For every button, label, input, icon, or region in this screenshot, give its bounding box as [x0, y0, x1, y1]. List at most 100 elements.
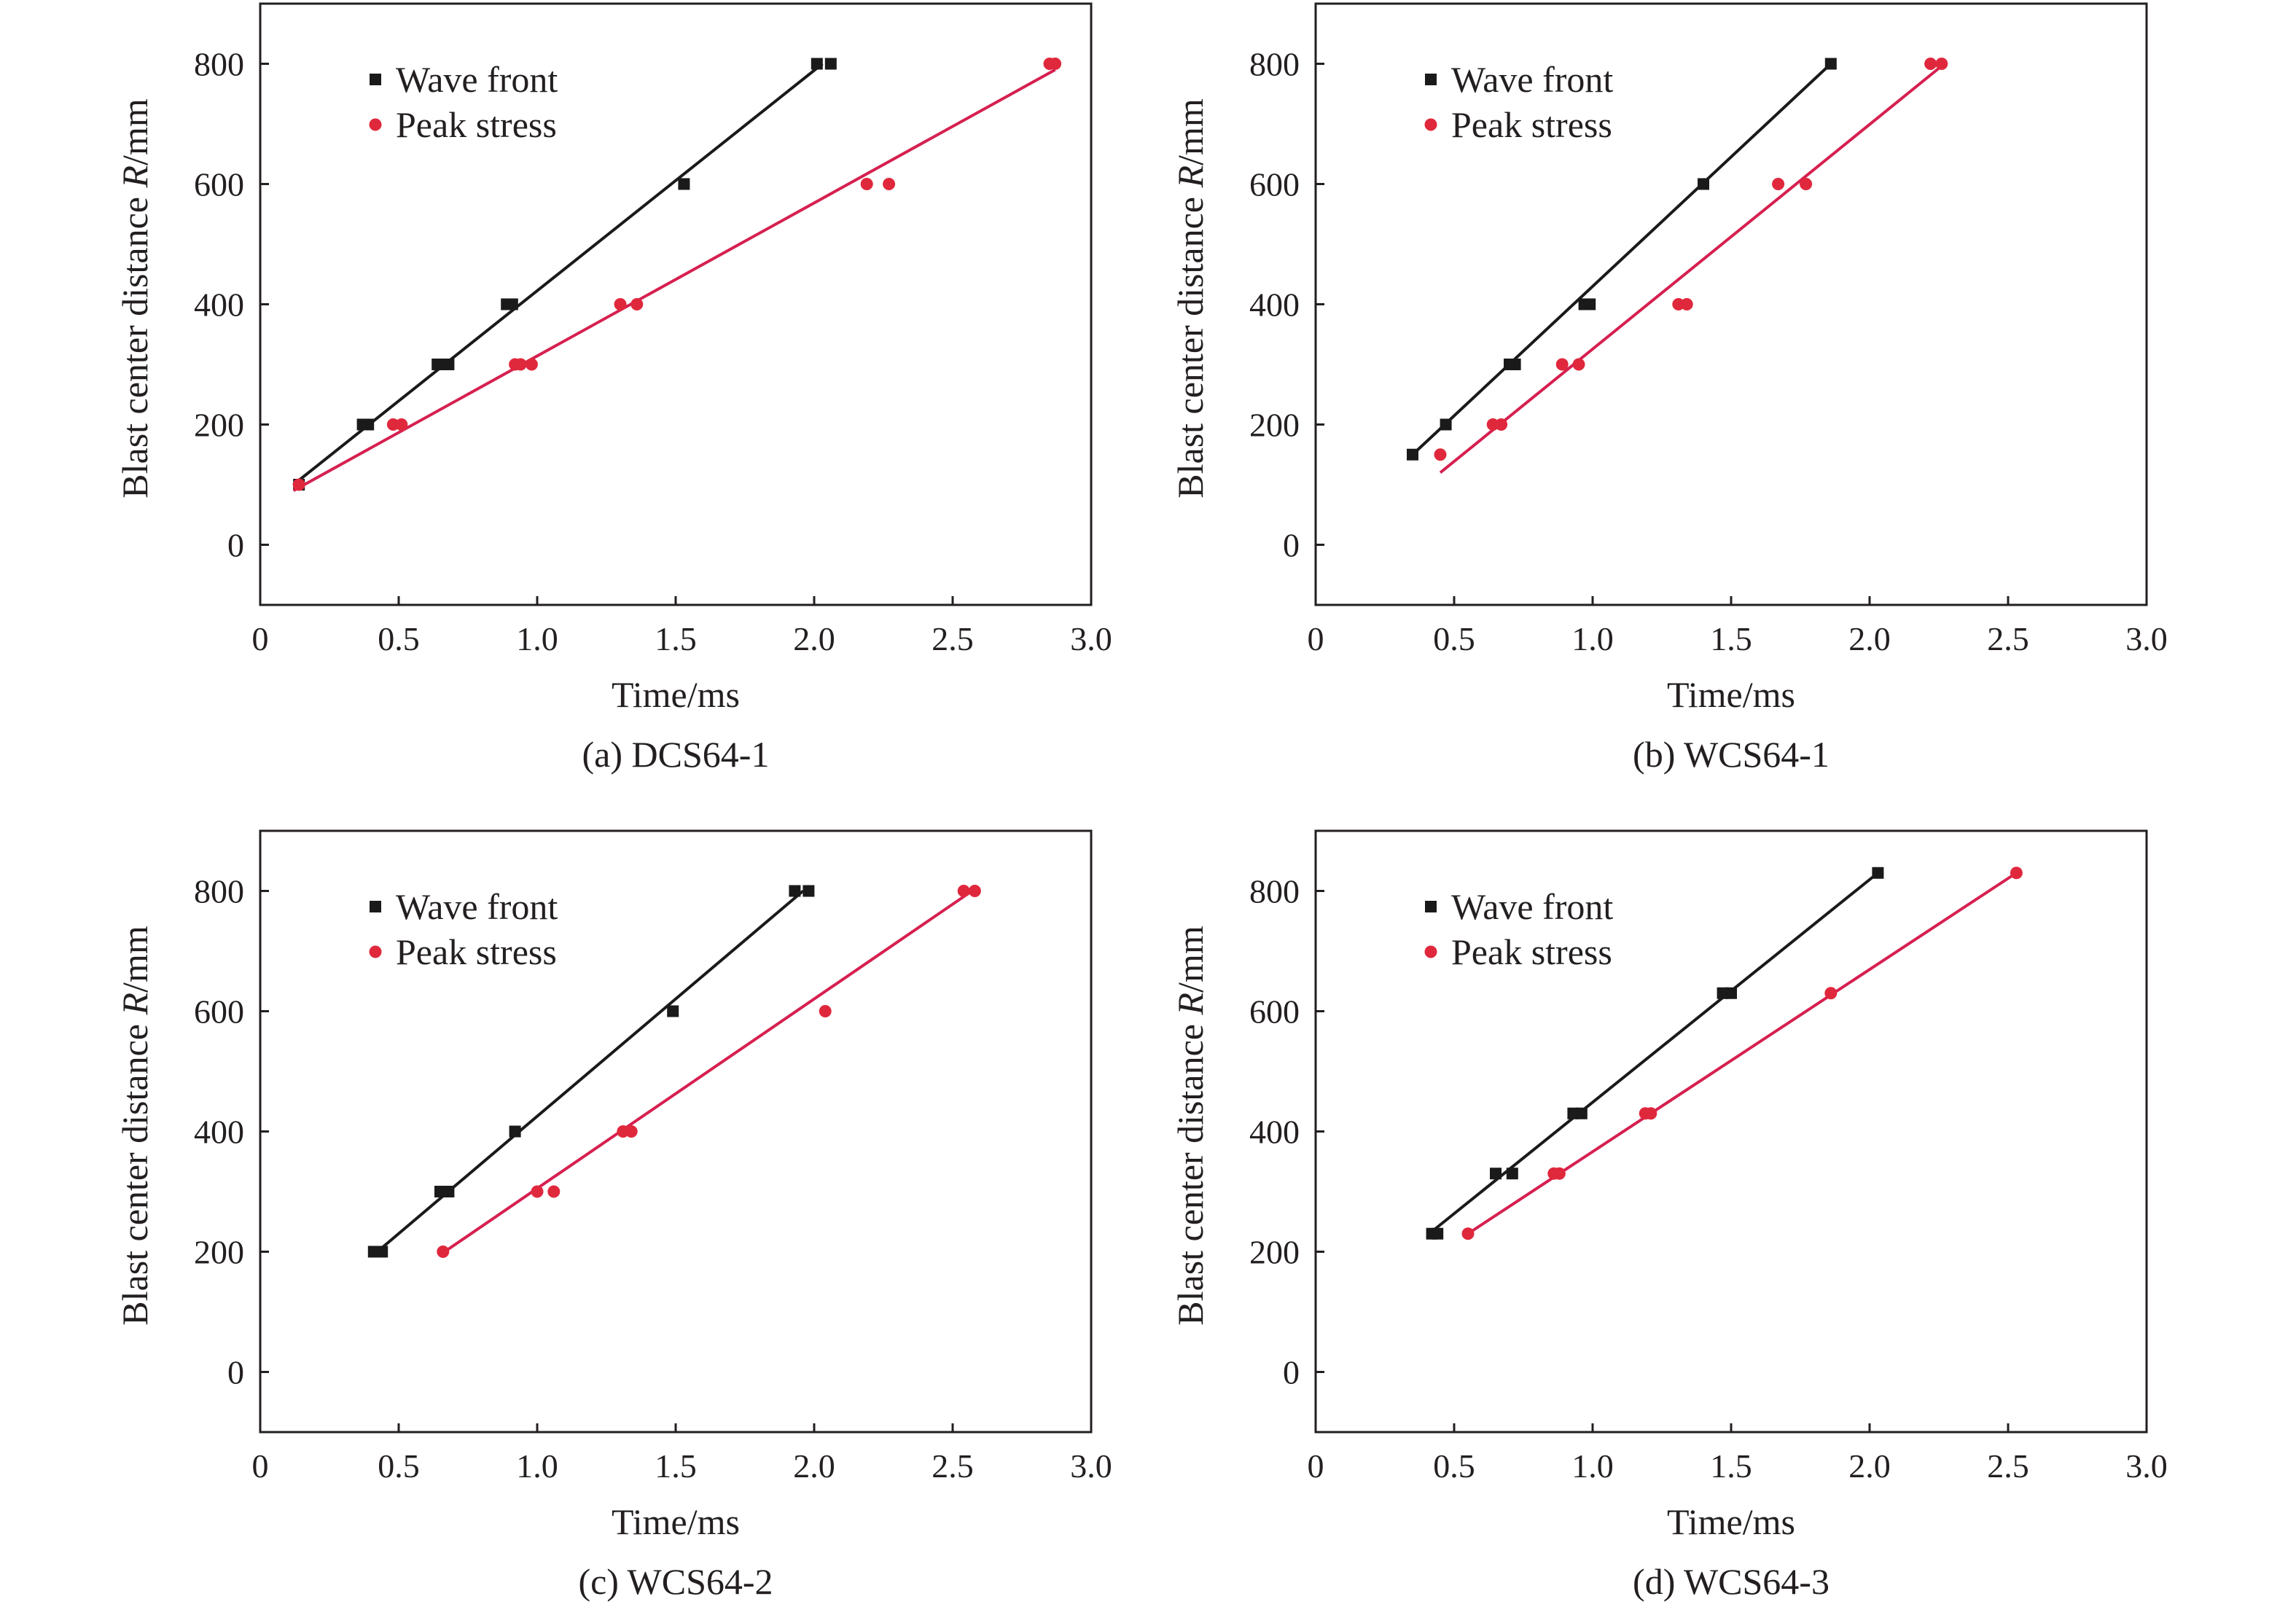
peak-stress-point	[531, 1185, 544, 1198]
x-tick-label: 1.5	[1710, 620, 1752, 657]
x-tick-label: 2.5	[932, 1447, 974, 1485]
panel-caption: (a) DCS64-1	[582, 734, 770, 775]
wave-front-point	[1432, 1227, 1444, 1240]
plot-frame	[1314, 829, 2148, 1434]
y-axis-title-part: /mm	[1170, 926, 1211, 993]
y-tick-label: 600	[194, 993, 244, 1031]
peak-stress-point	[1553, 1167, 1566, 1180]
x-tick-label: 3.0	[2125, 620, 2168, 657]
y-axis-title-part: /mm	[114, 926, 155, 993]
y-axis-title: Blast center distance R/mm	[114, 98, 155, 498]
x-tick-label: 3.0	[1070, 620, 1112, 657]
x-tick-label: 2.0	[793, 1447, 835, 1485]
legend-marker-peak-stress	[369, 118, 382, 131]
y-axis-title-part: Blast center distance	[114, 188, 155, 498]
peak-stress-point	[1824, 987, 1838, 1000]
wave-front-point	[362, 418, 375, 431]
peak-stress-point	[514, 358, 527, 371]
plot-frame	[259, 829, 1093, 1434]
panel-caption: (d) WCS64-3	[1633, 1561, 1830, 1602]
peak-stress-point	[292, 478, 305, 491]
x-tick-label: 2.5	[932, 620, 974, 657]
x-axis-title: Time/ms	[612, 674, 740, 715]
panel-caption: (b) WCS64-1	[1633, 734, 1830, 775]
peak-stress-point	[614, 298, 627, 310]
y-tick-label: 200	[194, 407, 244, 444]
wave-front-point	[678, 178, 690, 190]
y-tick-label: 400	[194, 1114, 244, 1151]
legend-label-wave-front: Wave front	[1451, 59, 1613, 100]
y-axis-title-part: /mm	[1170, 98, 1211, 165]
wave-front-point	[506, 298, 518, 310]
y-axis-title-part: R	[114, 165, 155, 189]
legend-marker-wave-front	[1425, 74, 1437, 85]
peak-stress-fit-line	[1439, 62, 1945, 474]
x-tick-label: 2.0	[793, 620, 835, 657]
legend-marker-peak-stress	[1424, 118, 1437, 131]
y-tick-label: 800	[1249, 873, 1300, 910]
legend-label-wave-front: Wave front	[396, 886, 558, 927]
x-tick-label: 0.5	[378, 1447, 420, 1485]
peak-stress-point	[547, 1185, 561, 1198]
wave-front-point	[1824, 58, 1837, 70]
peak-stress-point	[1924, 58, 1937, 70]
legend-label-peak-stress: Peak stress	[396, 931, 557, 972]
peak-stress-point	[1935, 58, 1948, 70]
chart-panel-1: 0 0.5 1.0 1.5 2.0 2.5 3.0 0 200 400 600 800 Time/ms B…	[114, 2, 1112, 775]
x-axis-title: Time/ms	[612, 1501, 740, 1542]
wave-front-fit-line	[292, 62, 824, 486]
panel-caption: (c) WCS64-2	[578, 1561, 773, 1602]
wave-front-fit-line	[1428, 872, 1879, 1235]
y-axis-title-part: R	[1170, 165, 1211, 189]
x-tick-label: 0	[1308, 1447, 1324, 1485]
chart-panel-3: 0 0.5 1.0 1.5 2.0 2.5 3.0 0 200 400 600 800 Time/ms B…	[114, 829, 1112, 1602]
x-tick-label: 0.5	[1433, 620, 1475, 657]
wave-front-point	[376, 1246, 388, 1258]
x-tick-label: 1.0	[516, 620, 558, 657]
wave-front-point	[1698, 178, 1709, 190]
wave-front-point	[803, 885, 815, 897]
peak-stress-point	[1555, 358, 1569, 371]
wave-front-point	[432, 359, 444, 370]
legend-label-peak-stress: Peak stress	[396, 104, 557, 145]
x-tick-label: 2.5	[1987, 620, 2029, 657]
y-axis-title-part: /mm	[114, 98, 155, 165]
legend-marker-wave-front	[370, 901, 381, 912]
x-tick-label: 1.0	[1571, 1447, 1614, 1485]
peak-stress-point	[860, 178, 873, 190]
wave-front-point	[1575, 1107, 1588, 1119]
wave-front-point	[1506, 1168, 1518, 1180]
legend-marker-peak-stress	[1424, 945, 1437, 958]
wave-front-fit-line	[1411, 63, 1832, 456]
legend-marker-wave-front	[370, 74, 381, 85]
chart-panel-4: 0 0.5 1.0 1.5 2.0 2.5 3.0 0 200 400 600 800 Time/ms B…	[1170, 829, 2168, 1602]
y-tick-label: 400	[194, 286, 244, 324]
y-axis-title-part: R	[114, 993, 155, 1016]
x-tick-label: 3.0	[1070, 1447, 1112, 1485]
y-tick-label: 800	[1249, 46, 1300, 83]
wave-front-point	[1584, 298, 1596, 310]
y-tick-label: 0	[1283, 1354, 1300, 1391]
wave-front-point	[1407, 448, 1418, 461]
peak-stress-point	[1680, 298, 1693, 310]
y-tick-label: 200	[1249, 1234, 1300, 1271]
x-tick-label: 0.5	[378, 620, 420, 657]
legend-label-peak-stress: Peak stress	[1451, 104, 1612, 145]
wave-front-point	[1725, 987, 1737, 999]
chart-panel-2: 0 0.5 1.0 1.5 2.0 2.5 3.0 0 200 400 600 800 Time/ms B…	[1170, 2, 2168, 775]
y-axis-title: Blast center distance R/mm	[1170, 98, 1211, 498]
peak-stress-point	[2010, 867, 2023, 880]
x-tick-label: 1.5	[655, 1447, 697, 1485]
x-tick-label: 2.5	[1987, 1447, 2029, 1485]
y-tick-label: 400	[1249, 1114, 1300, 1151]
peak-stress-point	[525, 358, 538, 371]
x-tick-label: 0	[1308, 620, 1324, 657]
peak-stress-point	[1461, 1227, 1475, 1240]
y-tick-label: 800	[194, 873, 244, 910]
x-tick-label: 0.5	[1433, 1447, 1475, 1485]
peak-stress-point	[1772, 178, 1785, 190]
peak-stress-point	[1434, 448, 1447, 461]
y-axis-title: Blast center distance R/mm	[1170, 926, 1211, 1326]
x-tick-label: 1.0	[1571, 620, 1614, 657]
